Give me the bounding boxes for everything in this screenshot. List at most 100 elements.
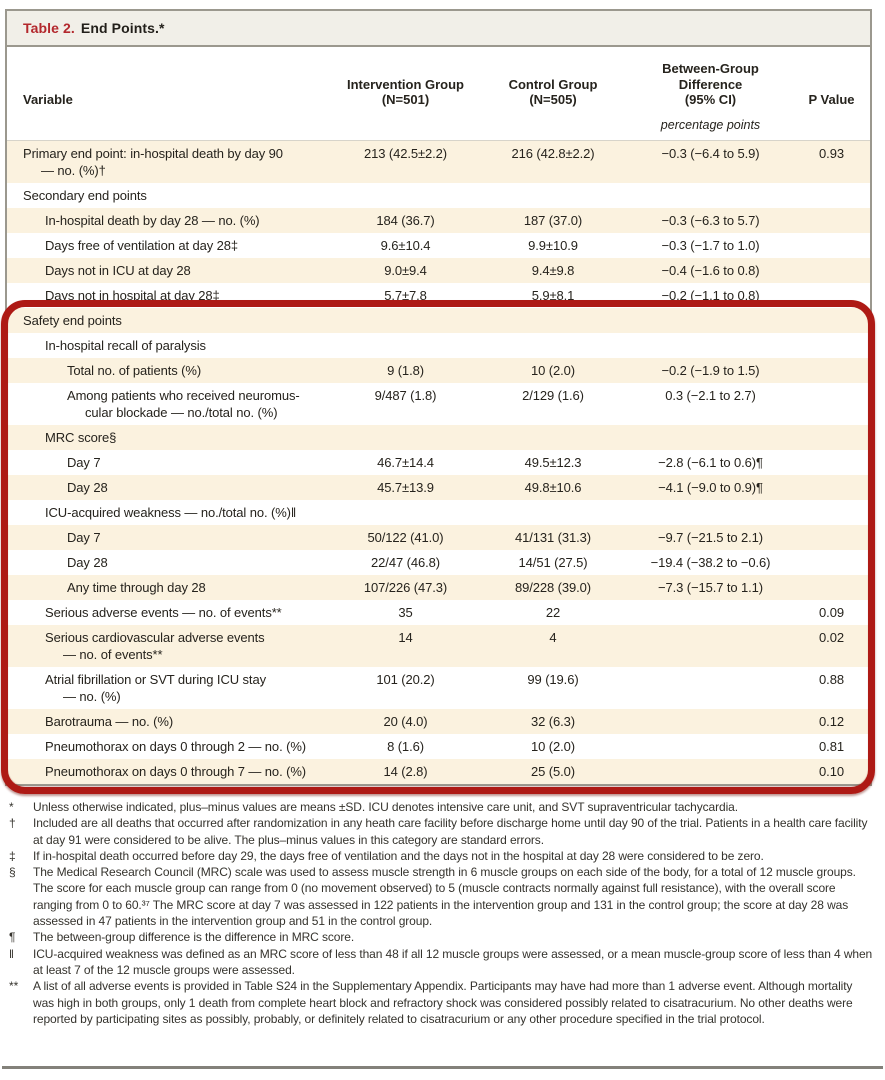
footnote: ** A list of all adverse events is provi… <box>5 978 880 1027</box>
column-header-variable: Variable <box>23 92 73 107</box>
difference-value <box>628 429 793 446</box>
variable-label: Among patients who received neuromus- <box>67 387 300 403</box>
table-title-bar: Table 2. End Points.* <box>7 11 870 47</box>
variable-cell: Primary end point: in-hospital death by … <box>7 145 333 179</box>
difference-value: −0.3 (−6.3 to 5.7) <box>661 212 760 228</box>
pvalue-cell: 0.02 <box>819 629 844 645</box>
footnote-text: The Medical Research Council (MRC) scale… <box>33 865 856 929</box>
footnote-marker: ‡ <box>9 848 16 863</box>
table-row: Barotrauma — no. (%) 20 (4.0) 32 (6.3) 0… <box>7 708 870 734</box>
control-value: 10 (2.0) <box>530 362 575 378</box>
variable-label: Safety end points <box>23 312 122 328</box>
control-value <box>478 429 628 446</box>
pvalue-cell <box>793 454 870 471</box>
variable-cell: Days not in ICU at day 28 <box>7 262 333 279</box>
control-value: 49.5±12.3 <box>524 454 582 470</box>
difference-value <box>628 312 793 329</box>
difference-value: −19.4 (−38.2 to −0.6) <box>650 554 771 570</box>
variable-label: Day 28 <box>67 554 108 570</box>
footnote: * Unless otherwise indicated, plus–minus… <box>5 799 880 815</box>
intervention-value: 20 (4.0) <box>383 713 428 729</box>
table-row: Day 7 50/122 (41.0) 41/131 (31.3) −9.7 (… <box>7 524 870 550</box>
pvalue-cell <box>793 504 870 521</box>
table-rows: Primary end point: in-hospital death by … <box>7 140 870 784</box>
pvalue-cell: 0.93 <box>819 145 844 161</box>
table-row: Total no. of patients (%) 9 (1.8) 10 (2.… <box>7 357 870 383</box>
control-value: 9.9±10.9 <box>528 237 578 253</box>
variable-label: Total no. of patients (%) <box>67 362 202 378</box>
intervention-value: 50/122 (41.0) <box>367 529 444 545</box>
footnote-text: ICU-acquired weakness was defined as an … <box>33 946 873 977</box>
footnote-marker: § <box>9 865 16 880</box>
intervention-value: 5.7±7.8 <box>384 287 427 303</box>
footnote: † Included are all deaths that occurred … <box>5 815 880 848</box>
variable-cell: Among patients who received neuromus- cu… <box>7 387 333 421</box>
variable-cell: Any time through day 28 <box>7 579 333 596</box>
pvalue-cell: 0.81 <box>819 738 844 754</box>
footnote: § The Medical Research Council (MRC) sca… <box>5 864 880 929</box>
pvalue-cell <box>793 287 870 304</box>
control-value: 32 (6.3) <box>530 713 575 729</box>
footnote-marker: ** <box>9 979 19 994</box>
table-row: Secondary end points <box>7 183 870 208</box>
difference-value: −0.3 (−6.4 to 5.9) <box>661 145 760 161</box>
variable-label: Days not in hospital at day 28‡ <box>45 287 220 303</box>
footnote-text: A list of all adverse events is provided… <box>33 979 853 1026</box>
variable-label-line2: — no. (%)† <box>41 162 106 178</box>
pvalue-cell: 0.88 <box>819 671 844 687</box>
difference-value: −2.8 (−6.1 to 0.6)¶ <box>658 454 763 470</box>
table-row: Atrial fibrillation or SVT during ICU st… <box>7 667 870 709</box>
variable-label-line2: — no. (%) <box>63 688 121 704</box>
pvalue-cell <box>793 387 870 421</box>
control-value: 5.9±8.1 <box>531 287 575 303</box>
intervention-value: 22/47 (46.8) <box>371 554 440 570</box>
variable-label-line2: — no. of events** <box>63 646 163 662</box>
pvalue-cell <box>793 262 870 279</box>
pvalue-cell: 0.10 <box>819 763 844 779</box>
variable-cell: Safety end points <box>7 312 333 329</box>
difference-value: −0.2 (−1.1 to 0.8) <box>661 287 760 303</box>
variable-cell: Secondary end points <box>7 187 333 204</box>
column-header-pvalue: P Value <box>808 92 855 107</box>
variable-cell: Days free of ventilation at day 28‡ <box>7 237 333 254</box>
variable-label: MRC score§ <box>45 429 117 445</box>
pvalue-cell <box>793 312 870 329</box>
table-row: MRC score§ <box>7 424 870 450</box>
pvalue-cell <box>793 237 870 254</box>
control-value <box>478 312 628 329</box>
pvalue-cell <box>793 187 870 204</box>
footnote: ¶ The between-group difference is the di… <box>5 929 880 945</box>
footnote-marker: * <box>9 800 14 814</box>
intervention-value: 14 <box>398 629 413 645</box>
variable-cell: Day 28 <box>7 479 333 496</box>
table-title: End Points.* <box>80 20 165 36</box>
intervention-value <box>333 504 478 521</box>
table-row: Pneumothorax on days 0 through 2 — no. (… <box>7 734 870 759</box>
variable-cell: MRC score§ <box>7 429 333 446</box>
variable-cell: Day 7 <box>7 454 333 471</box>
variable-cell: Barotrauma — no. (%) <box>7 713 333 730</box>
intervention-value: 14 (2.8) <box>383 763 428 779</box>
control-value: 216 (42.8±2.2) <box>511 145 595 161</box>
control-value: 14/51 (27.5) <box>518 554 588 570</box>
difference-units-label: percentage points <box>660 117 761 132</box>
footnote-text: If in-hospital death occurred before day… <box>33 848 764 863</box>
column-header-intervention: Intervention Group (N=501) <box>347 76 464 108</box>
table-row: Safety end points <box>7 307 870 333</box>
control-value: 89/228 (39.0) <box>514 579 592 595</box>
difference-value <box>628 337 793 354</box>
pvalue-cell <box>793 554 870 571</box>
intervention-value: 107/226 (47.3) <box>363 579 448 595</box>
intervention-value: 9.6±10.4 <box>380 237 431 253</box>
variable-label: Barotrauma — no. (%) <box>45 713 174 729</box>
footnote-marker: † <box>9 816 16 831</box>
intervention-value: 45.7±13.9 <box>377 479 434 495</box>
intervention-value: 35 <box>398 604 413 620</box>
difference-value: −9.7 (−21.5 to 2.1) <box>657 529 764 545</box>
variable-label: Secondary end points <box>23 187 147 203</box>
variable-label: Serious cardiovascular adverse events <box>45 629 265 645</box>
difference-value: 0.3 (−2.1 to 2.7) <box>665 387 756 403</box>
difference-value <box>628 671 793 705</box>
footnote-text: Included are all deaths that occurred af… <box>33 816 868 847</box>
difference-value <box>628 504 793 521</box>
